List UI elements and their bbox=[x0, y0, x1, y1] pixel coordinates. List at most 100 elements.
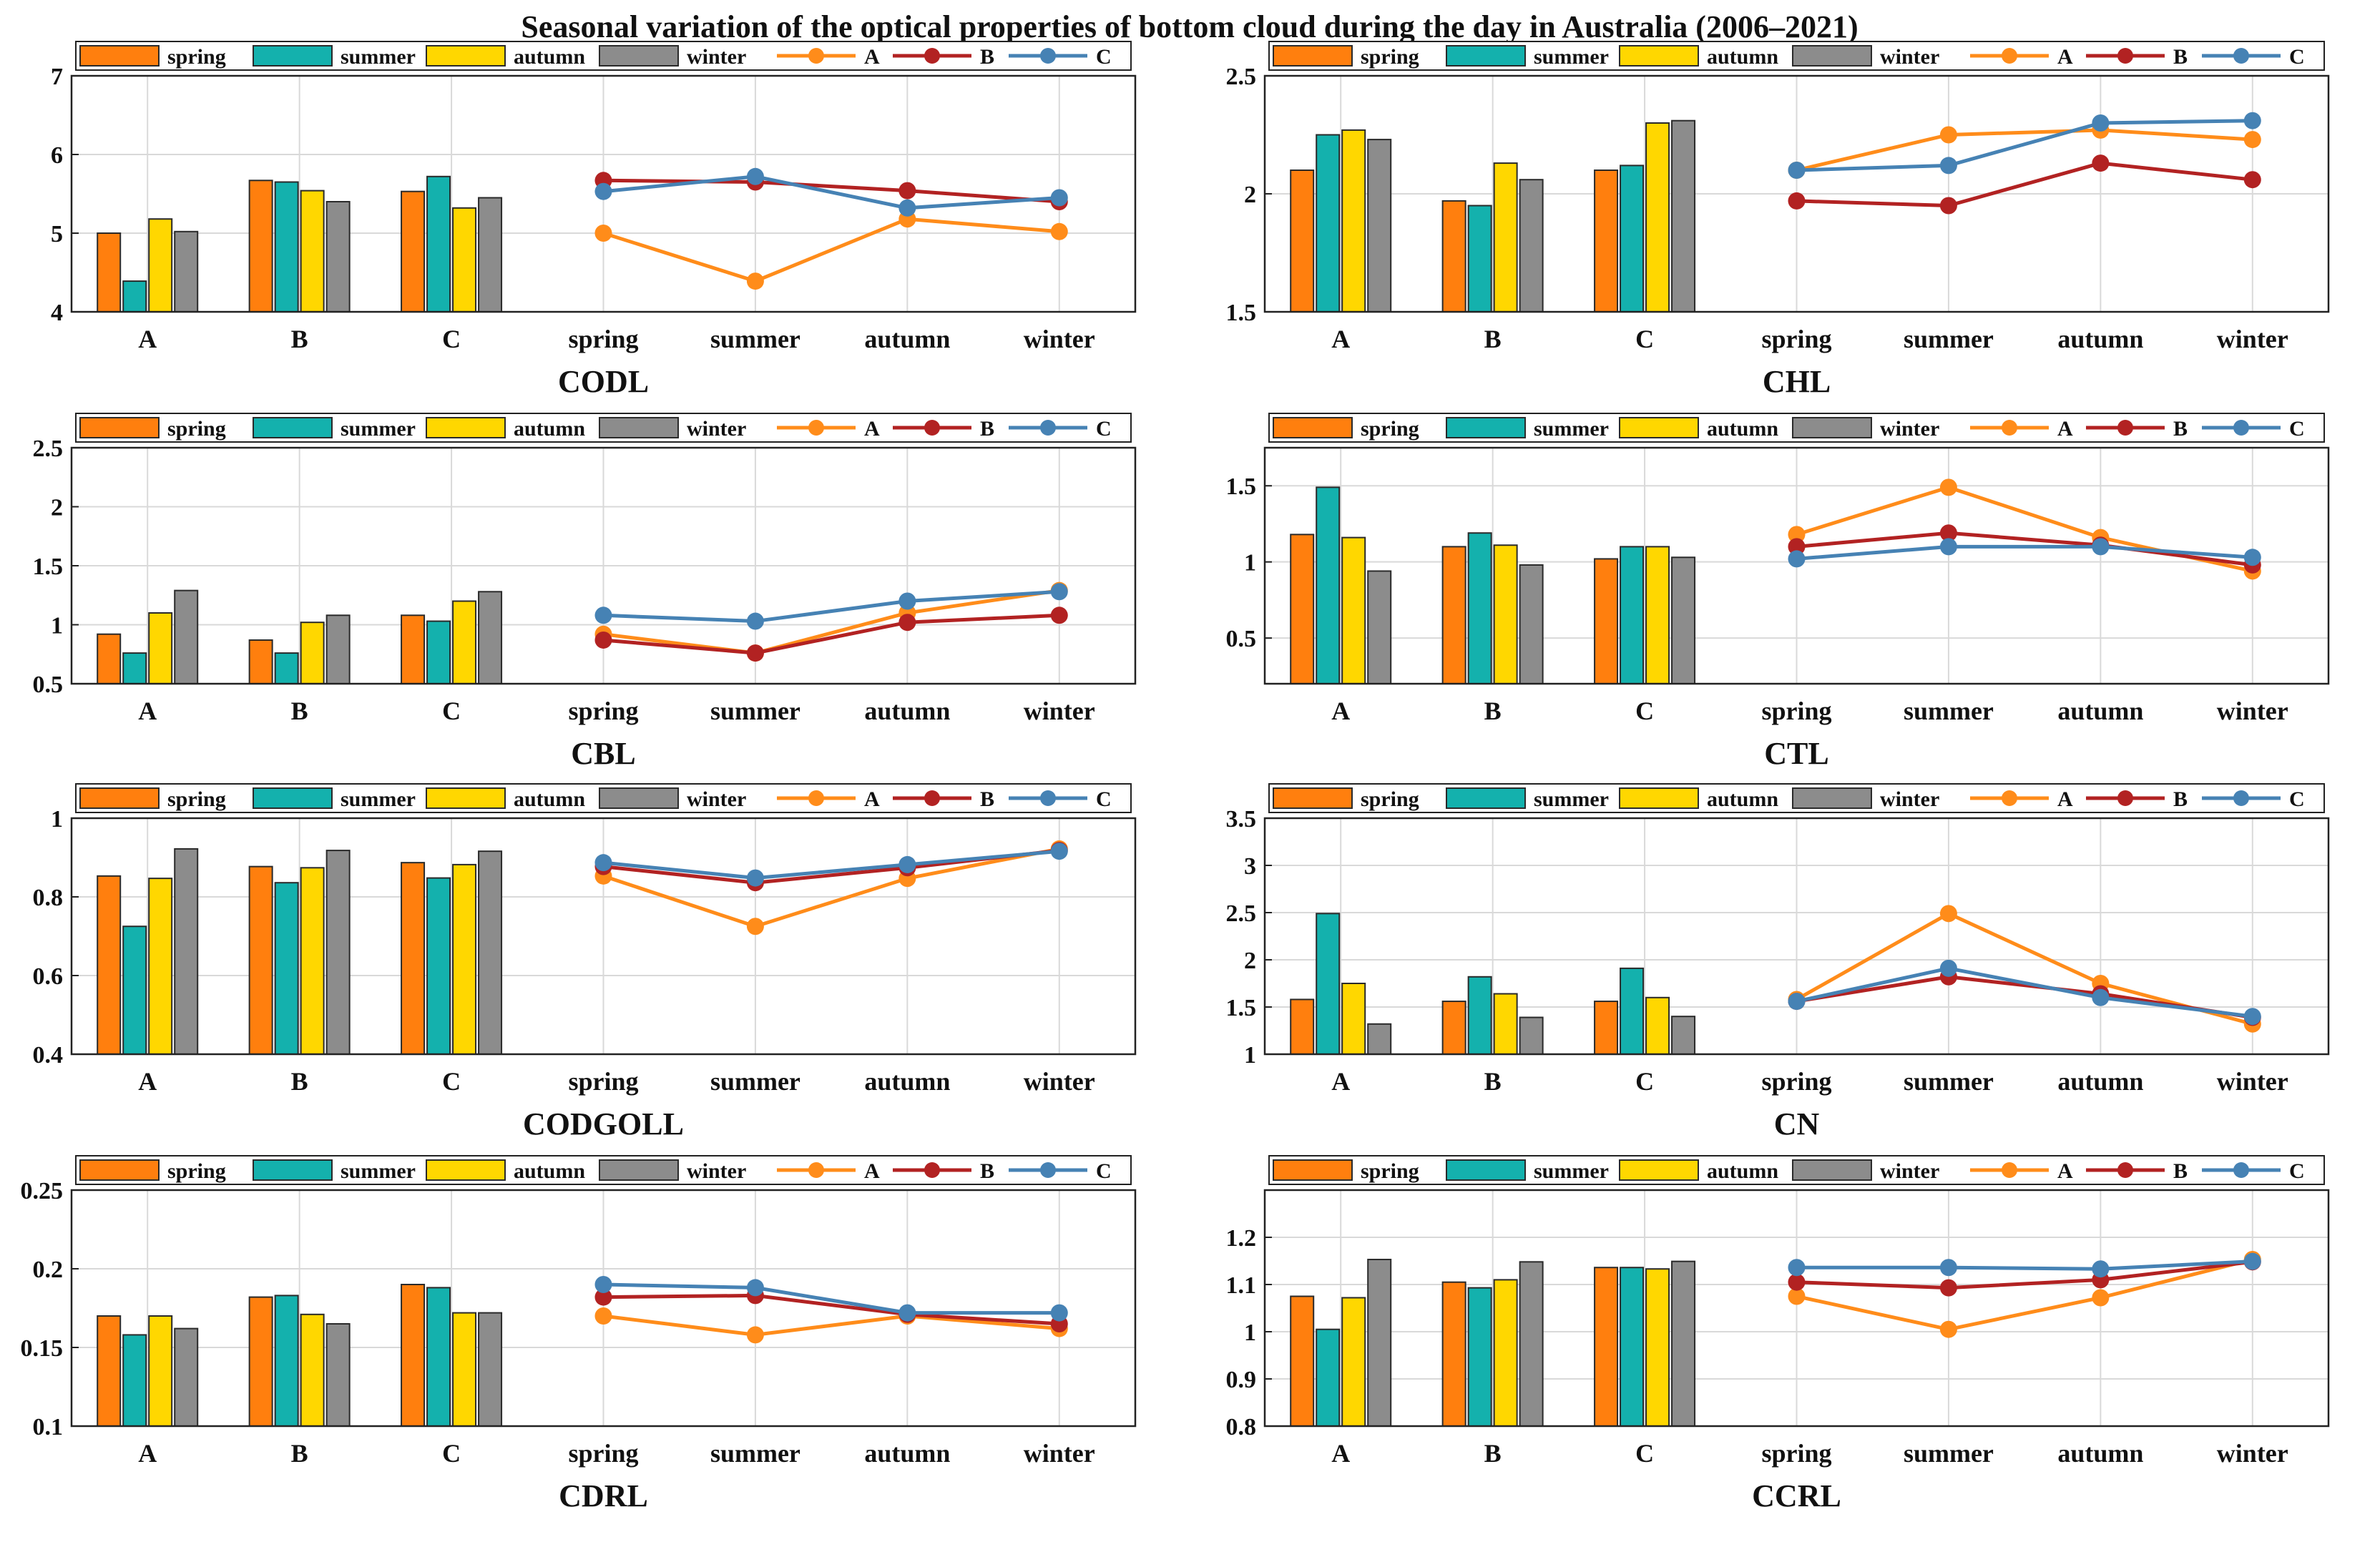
ccrl-axes-frame bbox=[1263, 1189, 2330, 1428]
codgoll-xtick-label: A bbox=[138, 1067, 157, 1096]
codgoll-bar-b-spring bbox=[248, 865, 273, 1056]
ctl-bar-a-summer bbox=[1316, 486, 1341, 685]
chl-bar-c-autumn bbox=[1645, 122, 1670, 313]
cn-legend-label-winter: winter bbox=[1880, 787, 1939, 811]
chl-bar-b-autumn bbox=[1493, 162, 1518, 313]
ccrl-legend-label-spring: spring bbox=[1361, 1159, 1419, 1183]
cbl-bar-b-winter bbox=[325, 614, 351, 684]
cdrl-line-a bbox=[603, 1314, 1059, 1337]
ctl-legend-label-autumn: autumn bbox=[1707, 417, 1778, 441]
ctl-xtick-label: C bbox=[1635, 697, 1654, 725]
cdrl-legend-label-a: A bbox=[864, 1159, 880, 1183]
ccrl-line-c bbox=[1796, 1259, 2253, 1271]
cn-line-c bbox=[1796, 966, 2253, 1018]
chl-bar-c-spring bbox=[1594, 170, 1619, 313]
codgoll-xtick-label: spring bbox=[568, 1067, 638, 1096]
chl-point-b-autumn bbox=[2092, 154, 2110, 172]
chl-xtick-label: summer bbox=[1904, 325, 1994, 353]
cn-xtick-label: autumn bbox=[2057, 1067, 2143, 1096]
cn-bar-b-autumn bbox=[1493, 993, 1518, 1056]
cdrl-legend-marker-b bbox=[924, 1162, 940, 1178]
codl-legend-label-c: C bbox=[1096, 45, 1112, 69]
ctl-xtick-label: spring bbox=[1761, 697, 1831, 725]
ctl-legend-label-winter: winter bbox=[1880, 417, 1939, 441]
codl-ytick-label: 7 bbox=[51, 64, 63, 90]
ctl-bar-b-summer bbox=[1467, 532, 1492, 685]
ccrl-bar-c-winter bbox=[1671, 1260, 1696, 1428]
codl-ytick-label: 4 bbox=[51, 300, 63, 326]
cn-bar-a-autumn bbox=[1341, 983, 1366, 1055]
cdrl-xtick-label: B bbox=[291, 1439, 308, 1468]
chl-point-b-winter bbox=[2243, 171, 2261, 189]
cdrl-xtick-label: autumn bbox=[864, 1439, 950, 1468]
ccrl-xtick-label: B bbox=[1484, 1439, 1502, 1468]
cdrl-bar-c-summer bbox=[426, 1287, 451, 1428]
cn-bar-c-spring bbox=[1594, 1001, 1619, 1055]
chl-ytick-label: 2.5 bbox=[1226, 64, 1257, 90]
cdrl-point-c-summer bbox=[746, 1279, 764, 1297]
chl-legend-marker-a bbox=[2002, 48, 2017, 64]
codgoll-ytick-label: 0.4 bbox=[33, 1042, 64, 1069]
ccrl-xtick-label: winter bbox=[2217, 1439, 2288, 1468]
cn-point-c-winter bbox=[2243, 1008, 2261, 1026]
cdrl-axes-frame bbox=[70, 1189, 1137, 1428]
cbl-point-c-autumn bbox=[898, 592, 916, 610]
chl-xtick-label: A bbox=[1331, 325, 1350, 353]
ccrl-legend-marker-c bbox=[2233, 1162, 2249, 1178]
ccrl-point-a-spring bbox=[1788, 1287, 1806, 1305]
codgoll-line-c bbox=[603, 849, 1060, 880]
ctl-legend-swatch-winter bbox=[1792, 417, 1872, 438]
chl-bar-b-winter bbox=[1519, 179, 1544, 313]
cdrl-xtick-label: spring bbox=[568, 1439, 638, 1468]
ctl-xtick-label: winter bbox=[2217, 697, 2288, 725]
chl-xtick-label: autumn bbox=[2057, 325, 2143, 353]
chl-bar-a-summer bbox=[1316, 134, 1341, 313]
codgoll-bar-a-winter bbox=[174, 848, 199, 1056]
ccrl-bar-b-autumn bbox=[1493, 1279, 1518, 1428]
cbl-legend-swatch-spring bbox=[79, 417, 160, 438]
ccrl-bar-c-spring bbox=[1594, 1267, 1619, 1427]
ccrl-legend-label-b: B bbox=[2173, 1159, 2188, 1183]
cn-ytick-label: 2 bbox=[1244, 948, 1256, 974]
codgoll-bar-b-summer bbox=[274, 882, 299, 1055]
cn-point-a-summer bbox=[1939, 905, 1957, 923]
ctl-legend-label-a: A bbox=[2057, 417, 2073, 441]
ctl-legend-swatch-autumn bbox=[1619, 417, 1699, 438]
codl-bar-a-summer bbox=[122, 280, 147, 313]
chl-xtick-label: B bbox=[1484, 325, 1502, 353]
chl-legend-swatch-summer bbox=[1446, 45, 1526, 67]
cbl-legend-marker-a bbox=[808, 420, 824, 436]
codgoll-ytick-label: 0.6 bbox=[33, 963, 64, 990]
codl-xtick-label: winter bbox=[1024, 325, 1095, 353]
cbl-bar-a-summer bbox=[122, 652, 147, 684]
codgoll-xtick-label: autumn bbox=[864, 1067, 950, 1096]
cn-legend: spring summer autumn winter A B C bbox=[1268, 783, 2325, 813]
codgoll-bar-c-spring bbox=[401, 862, 426, 1056]
cn-bar-c-autumn bbox=[1645, 996, 1670, 1056]
ctl-point-c-winter bbox=[2243, 549, 2261, 566]
cbl-bar-b-autumn bbox=[300, 622, 325, 685]
cdrl-bar-c-autumn bbox=[452, 1312, 477, 1427]
cbl-xtick-label: summer bbox=[710, 697, 800, 725]
cn-legend-label-autumn: autumn bbox=[1707, 787, 1778, 811]
chl-legend-label-autumn: autumn bbox=[1707, 45, 1778, 69]
cbl-point-c-summer bbox=[746, 612, 764, 630]
cn-xtick-label: winter bbox=[2217, 1067, 2288, 1096]
codgoll-point-c-summer bbox=[746, 869, 764, 887]
ctl-bar-c-spring bbox=[1594, 558, 1619, 685]
codl-xtick-label: summer bbox=[710, 325, 800, 353]
ccrl-legend-marker-b bbox=[2117, 1162, 2133, 1178]
chl-legend-marker-b bbox=[2117, 48, 2133, 64]
ccrl-line-b bbox=[1796, 1259, 2253, 1290]
codl-legend-label-summer: summer bbox=[341, 45, 416, 69]
codl-bar-a-spring bbox=[97, 232, 122, 313]
codl-legend-label-winter: winter bbox=[687, 45, 746, 69]
codgoll-bar-c-summer bbox=[426, 877, 451, 1055]
ctl-xtick-label: B bbox=[1484, 697, 1502, 725]
codl-legend-marker-b bbox=[924, 48, 940, 64]
codl-legend-label-a: A bbox=[864, 45, 880, 69]
cn-legend-marker-a bbox=[2002, 790, 2017, 806]
cn-bar-c-summer bbox=[1620, 967, 1645, 1056]
ctl-bar-c-summer bbox=[1620, 546, 1645, 684]
